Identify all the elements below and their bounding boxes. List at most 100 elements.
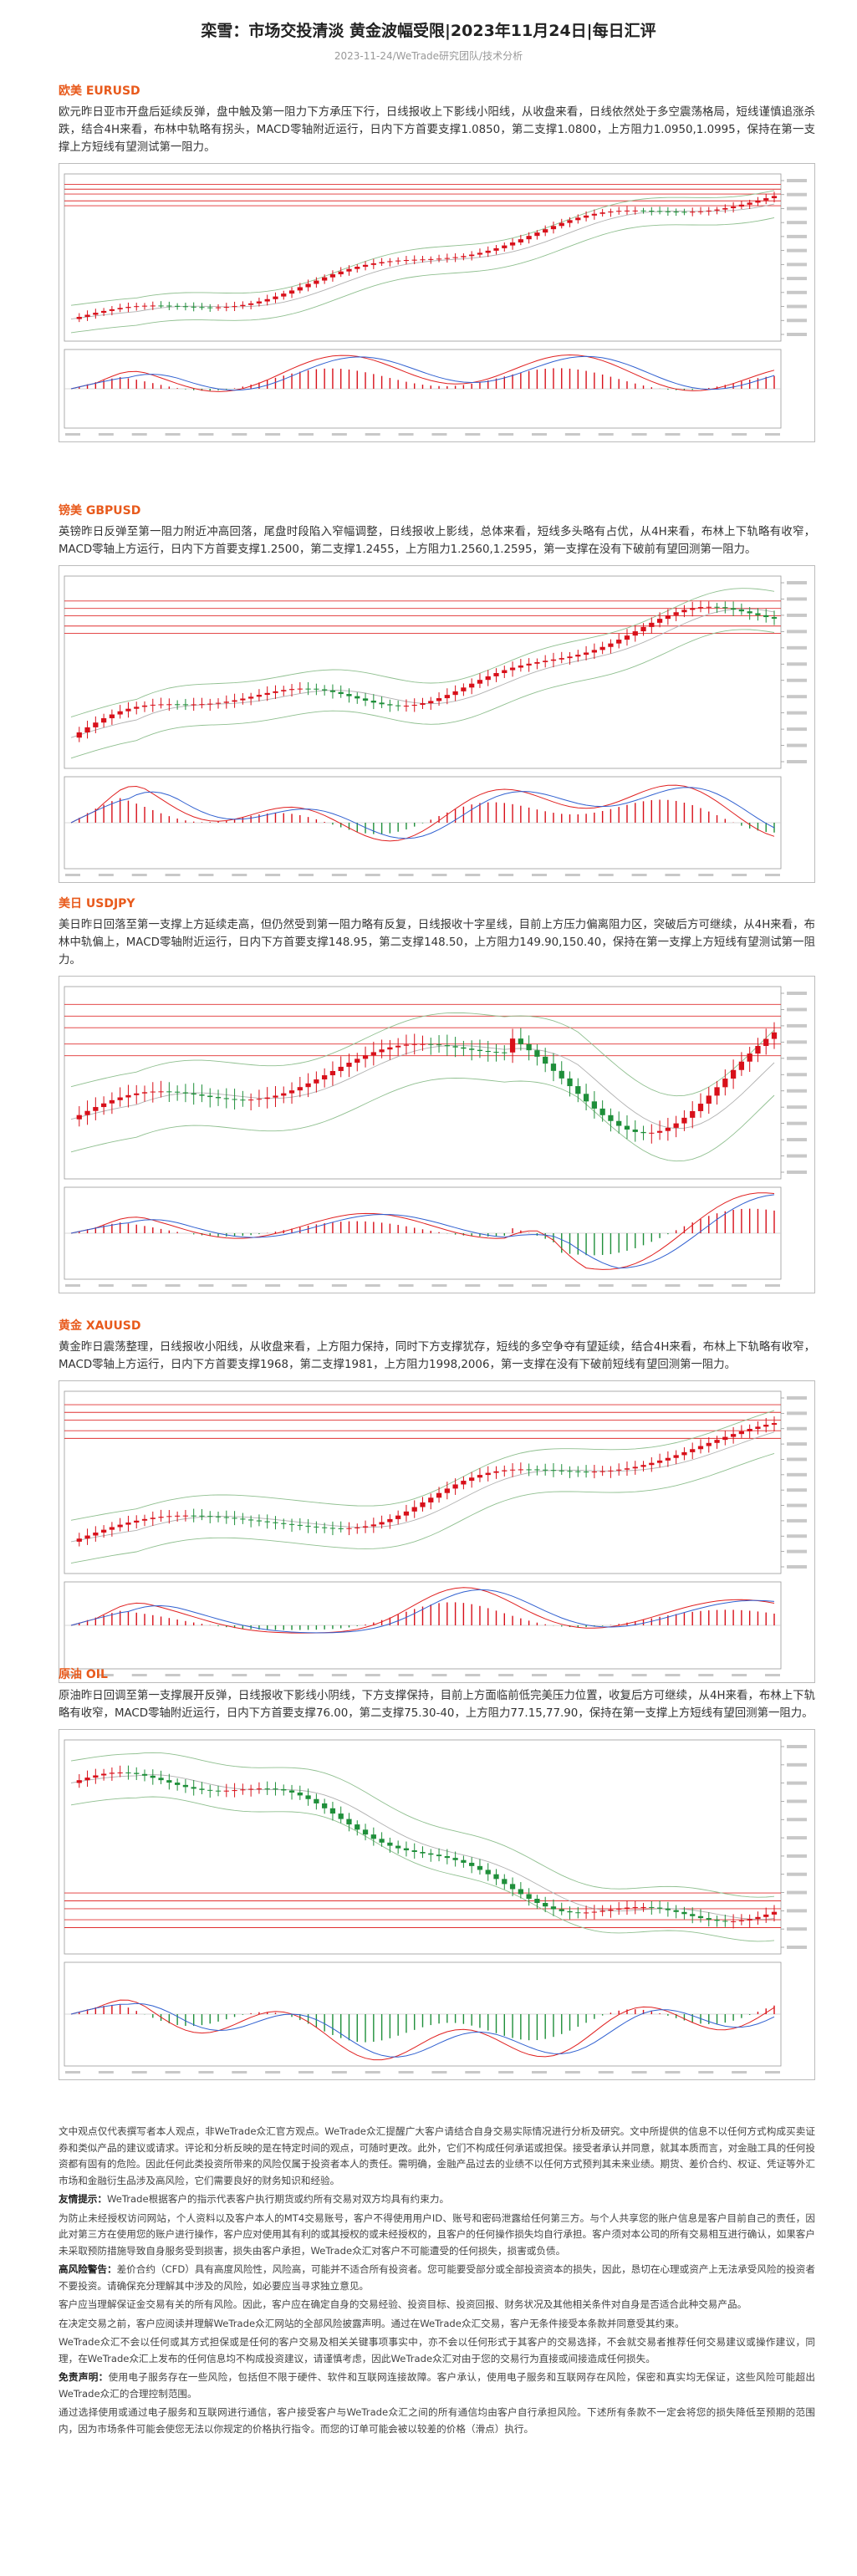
candle-body — [575, 655, 581, 657]
candle-body — [191, 1787, 196, 1789]
date-label-block — [598, 1284, 614, 1287]
candle-body — [436, 1492, 442, 1498]
date-label-block — [564, 1284, 580, 1287]
date-label-block — [698, 433, 714, 436]
candle-body — [656, 1130, 663, 1133]
candle-body — [158, 1778, 164, 1781]
candle-body — [117, 308, 123, 309]
date-label-block — [232, 2071, 247, 2074]
candle-body — [730, 207, 737, 208]
disclaimer-lead: 友情提示： — [59, 2193, 107, 2205]
macd-line — [70, 2002, 775, 2058]
candle-body — [288, 290, 295, 294]
disclaimer-paragraph: 为防止未经授权访问网站，个人资料以及客户本人的MT4交易账号，客户不得使用用户I… — [59, 2211, 815, 2260]
candle-body — [697, 607, 704, 609]
pane-border — [64, 173, 782, 342]
candle-body — [215, 307, 222, 309]
candle-body — [191, 704, 196, 706]
disclaimer-paragraph: 通过选择使用或通过电子服务和互联网进行通信，客户接受客户与WeTrade众汇之间… — [59, 2405, 815, 2437]
candle-body — [583, 1094, 589, 1102]
section: 美日 USDJPY 美日昨日回落至第一支撑上方延续走高，但仍然受到第一阻力略有反… — [59, 895, 815, 1293]
candle-body — [632, 1467, 638, 1469]
candle-body — [403, 1511, 410, 1516]
candle-body — [509, 1038, 516, 1053]
axis-label-block — [787, 1946, 807, 1949]
candle-body — [559, 1470, 564, 1472]
candle-body — [403, 260, 410, 262]
candle-body — [338, 1813, 344, 1819]
date-label-block — [665, 874, 681, 876]
candle-body — [141, 705, 148, 707]
candle-body — [93, 1775, 99, 1778]
pane-border — [64, 1739, 782, 1955]
candle-body — [84, 1110, 90, 1115]
band-line — [70, 1077, 775, 1162]
candle-body — [207, 1516, 213, 1518]
candle-body — [387, 1518, 393, 1523]
date-label-block — [232, 874, 247, 876]
section: 黄金 XAUUSD 黄金昨日震荡整理，日线报收小阳线，从收盘来看，上方阻力保持，… — [59, 1317, 815, 1683]
candle-body — [387, 261, 393, 263]
date-label-block — [598, 2071, 614, 2074]
candle-body — [771, 1423, 778, 1426]
date-label-block — [732, 1284, 747, 1287]
candle-body — [232, 700, 237, 702]
date-label-block — [65, 1674, 80, 1676]
candle-body — [199, 1094, 205, 1096]
candle-body — [763, 615, 769, 618]
candle-body — [755, 1426, 761, 1430]
candle-body — [125, 1523, 131, 1525]
candle-body — [656, 1907, 663, 1909]
candle-body — [100, 1529, 107, 1533]
date-label-block — [265, 433, 281, 436]
candle-body — [305, 283, 311, 288]
candle-body — [297, 1524, 303, 1526]
candle-body — [314, 688, 319, 690]
candle-body — [665, 1908, 671, 1910]
section: 欧美 EURUSD 欧元昨日亚市开盘后延续反弹，盘中触及第一阻力下方承压下行，日… — [59, 82, 815, 442]
candle-body — [771, 1032, 778, 1039]
candle-body — [134, 706, 140, 709]
date-label-block — [465, 1674, 481, 1676]
date-label-block — [365, 1674, 380, 1676]
band-line — [70, 1044, 775, 1130]
date-label-block — [765, 1284, 780, 1287]
date-label-block — [532, 874, 547, 876]
candle-body — [256, 695, 263, 697]
candle-body — [370, 263, 376, 265]
disclaimer: 文中观点仅代表撰写者本人观点，非WeTrade众汇官方观点。WeTrade众汇提… — [59, 2124, 815, 2440]
candle-body — [182, 306, 189, 308]
date-label-block — [564, 1674, 580, 1676]
candle-body — [355, 696, 360, 699]
candle-body — [763, 198, 769, 201]
date-label-block — [198, 1674, 214, 1676]
candle-body — [76, 317, 82, 319]
candle-body — [632, 1906, 638, 1908]
candle-body — [297, 688, 303, 690]
candle-body — [461, 1859, 467, 1863]
candle-body — [608, 1470, 614, 1472]
band-line — [70, 1752, 775, 1898]
disclaimer-text: WeTrade众汇不会以任何或其方式担保或是任何的客户交易及相关关键事项事实中，… — [59, 2336, 815, 2364]
date-label-block — [732, 433, 747, 436]
candle-body — [706, 1095, 712, 1104]
candle-body — [288, 1790, 295, 1793]
band-line — [70, 629, 775, 759]
candle-body — [690, 608, 696, 610]
candle-body — [223, 307, 229, 309]
axis-label-block — [787, 1745, 807, 1748]
disclaimer-paragraph: 客户应当理解保证金交易有关的所有风险。因此，客户应在确定自身的交易经验、投资目标… — [59, 2297, 815, 2313]
candle-body — [355, 267, 360, 269]
candle-body — [624, 1125, 630, 1130]
candle-body — [117, 1097, 123, 1100]
band-line — [70, 608, 775, 738]
candle-body — [191, 306, 196, 308]
disclaimer-text: 客户应当理解保证金交易有关的所有风险。因此，客户应在确定自身的交易经验、投资目标… — [59, 2298, 747, 2310]
candle-body — [534, 661, 540, 664]
candle-body — [534, 1469, 540, 1471]
candle-body — [174, 704, 181, 706]
candle-body — [599, 1910, 605, 1912]
candle-body — [273, 1788, 278, 1790]
date-label-block — [398, 874, 414, 876]
candle-body — [730, 608, 737, 610]
